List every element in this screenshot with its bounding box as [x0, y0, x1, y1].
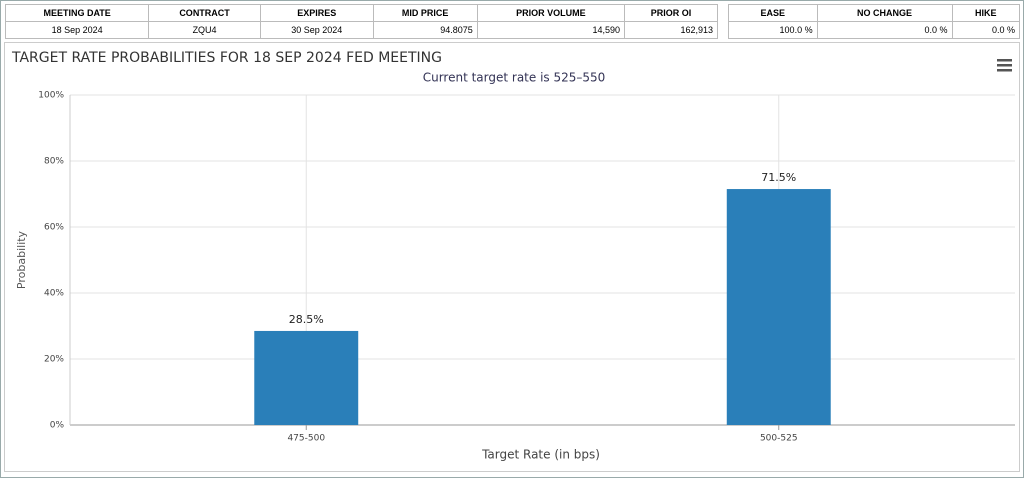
chart-panel — [4, 42, 1020, 472]
y-tick-label: 0% — [50, 421, 65, 431]
cell: 162,913 — [624, 21, 718, 39]
cell: ZQU4 — [148, 21, 261, 39]
column-header: NO CHANGE — [816, 4, 953, 22]
chart-subtitle: Current target rate is 525–550 — [423, 71, 606, 85]
contract-table: MEETING DATE CONTRACT EXPIRES MID PRICE PRIO… — [4, 4, 718, 39]
header-row: EASE NO CHANGE HIKE — [728, 4, 1020, 22]
cell: 0.0 % — [951, 21, 1020, 39]
cell: 14,590 — [476, 21, 626, 39]
column-header: MID PRICE — [372, 4, 478, 22]
y-tick-label: 80% — [44, 157, 64, 167]
data-row: 18 Sep 2024 ZQU4 30 Sep 2024 94.8075 14,590 1… — [4, 21, 718, 39]
probability-table: EASE NO CHANGE HIKE 100.0 % 0.0 % 0.0 % — [728, 4, 1020, 39]
column-header: CONTRACT — [148, 4, 261, 22]
bar — [726, 189, 831, 425]
cell: 18 Sep 2024 — [4, 21, 150, 39]
y-tick-label: 100% — [38, 91, 64, 101]
menu-icon[interactable] — [997, 59, 1012, 72]
data-label: 71.5% — [761, 171, 796, 184]
data-row: 100.0 % 0.0 % 0.0 % — [728, 21, 1020, 39]
y-axis-label: Probability — [15, 230, 28, 289]
y-tick-label: 60% — [44, 223, 64, 233]
cell: 30 Sep 2024 — [259, 21, 374, 39]
column-header: MEETING DATE — [4, 4, 150, 22]
column-header: PRIOR VOLUME — [476, 4, 626, 22]
y-tick-label: 20% — [44, 355, 64, 365]
bar — [254, 330, 359, 425]
cell: 0.0 % — [816, 21, 953, 39]
y-tick-label: 40% — [44, 289, 64, 299]
x-axis-label: Target Rate (in bps) — [481, 448, 600, 462]
data-label: 28.5% — [289, 313, 324, 326]
x-tick-label: 475-500 — [287, 434, 325, 444]
x-tick-label: 500-525 — [760, 434, 798, 444]
header-row: MEETING DATE CONTRACT EXPIRES MID PRICE PRIO… — [4, 4, 718, 22]
chart-title: TARGET RATE PROBABILITIES FOR 18 SEP 202… — [11, 50, 442, 66]
